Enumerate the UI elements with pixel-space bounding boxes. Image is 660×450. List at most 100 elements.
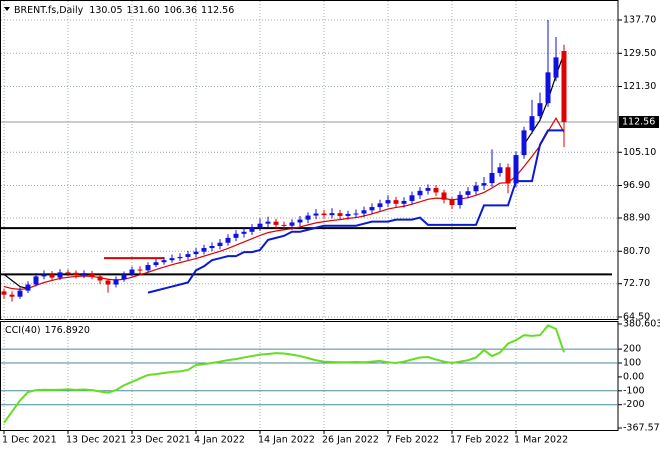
y-tick-label: 64.50 — [623, 311, 650, 322]
candle-body — [185, 254, 191, 257]
cci-panel — [0, 321, 619, 431]
candle-body — [297, 219, 303, 223]
candle-body — [121, 274, 127, 280]
candle-body — [65, 272, 71, 274]
x-tick-label: 13 Dec 2021 — [66, 435, 127, 446]
candle-body — [385, 200, 391, 204]
x-tick-label: 14 Jan 2022 — [258, 435, 315, 446]
candle-body — [241, 231, 247, 234]
y-tick-label: -200 — [623, 399, 645, 410]
candle-body — [409, 195, 415, 201]
candle-body — [465, 191, 471, 195]
candle-body — [161, 260, 167, 263]
candle-body — [353, 213, 359, 215]
candle-body — [505, 167, 511, 184]
cci-title: CCI(40) 176.8920 — [5, 325, 90, 336]
candle-body — [481, 183, 487, 186]
current-price-tag — [619, 116, 659, 129]
candle-body — [81, 273, 87, 276]
candle-body — [345, 213, 351, 216]
y-tick-label: 129.50 — [623, 48, 656, 59]
candle-body — [177, 256, 183, 259]
cci-value: 176.8920 — [45, 325, 90, 336]
candle-body — [401, 200, 407, 204]
current-price-label: 112.56 — [622, 117, 655, 128]
candle-body — [289, 222, 295, 226]
x-tick-label: 1 Dec 2021 — [2, 435, 57, 446]
candle-body — [209, 245, 215, 249]
candle-body — [337, 213, 343, 216]
candle-body — [113, 279, 119, 285]
candle-body — [273, 221, 279, 225]
candle-body — [281, 224, 287, 226]
x-tick-label: 23 Dec 2021 — [130, 435, 191, 446]
candle-body — [49, 274, 55, 278]
candle-body — [9, 294, 15, 297]
x-tick-label: 17 Feb 2022 — [450, 435, 509, 446]
y-tick-label: -367.5719 — [623, 423, 660, 434]
y-tick-label: 105.10 — [623, 147, 656, 158]
y-tick-label: -100 — [623, 385, 645, 396]
candle-body — [153, 262, 159, 266]
candle-body — [129, 269, 135, 275]
chart-title: BRENT.fs,Daily 130.05 131.60 106.36 112.56 — [14, 5, 234, 16]
candle-body — [545, 72, 551, 104]
y-tick-label: 100 — [623, 358, 641, 369]
candle-body — [17, 290, 23, 297]
candle-body — [553, 57, 559, 78]
candle-body — [225, 237, 231, 243]
candle-body — [449, 199, 455, 206]
candle-body — [265, 221, 271, 224]
candle-body — [521, 130, 527, 156]
candle-body — [369, 207, 375, 211]
y-tick-label: 96.90 — [623, 180, 650, 191]
y-tick-label: 80.70 — [623, 246, 650, 257]
candle-body — [73, 272, 79, 276]
x-tick-label: 4 Jan 2022 — [194, 435, 245, 446]
y-tick-label: 380.6036 — [623, 319, 660, 330]
candle-body — [457, 194, 463, 206]
symbol: BRENT.fs,Daily — [14, 5, 84, 16]
price-panel — [0, 0, 619, 320]
candle-body — [169, 258, 175, 261]
candle-body — [329, 213, 335, 216]
candle-body — [193, 251, 199, 255]
indicator-line — [147, 129, 564, 294]
open-value: 130.05 — [89, 5, 122, 16]
candle-body — [145, 265, 151, 271]
menu-arrow[interactable] — [4, 7, 10, 11]
high-value: 131.60 — [127, 5, 160, 16]
candle-body — [537, 103, 543, 117]
x-tick-label: 7 Feb 2022 — [386, 435, 439, 446]
candle-body — [305, 215, 311, 220]
y-tick-label: 0.00 — [623, 371, 644, 382]
candle-body — [313, 213, 319, 216]
candle-body — [561, 51, 567, 123]
candle-body — [393, 200, 399, 204]
candle-body — [417, 190, 423, 196]
cci-line — [3, 324, 565, 424]
candle-body — [97, 276, 103, 281]
candle-body — [529, 116, 535, 131]
candle-body — [217, 242, 223, 246]
candle-body — [473, 185, 479, 192]
candle-body — [257, 223, 263, 228]
candle-body — [441, 192, 447, 200]
candle-body — [321, 213, 327, 216]
candle-body — [25, 284, 31, 291]
candle-body — [425, 187, 431, 191]
candle-body — [249, 227, 255, 232]
y-tick-label: 137.70 — [623, 15, 656, 26]
candle-body — [1, 291, 7, 295]
candle-body — [497, 167, 503, 173]
close-value: 112.56 — [201, 5, 234, 16]
candle-body — [89, 273, 95, 277]
y-tick-label: 121.30 — [623, 81, 656, 92]
candle-body — [513, 155, 519, 184]
x-tick-label: 1 Mar 2022 — [514, 435, 568, 446]
candle-body — [433, 187, 439, 193]
candle-body — [33, 276, 39, 285]
candle-body — [361, 210, 367, 214]
x-tick-label: 26 Jan 2022 — [322, 435, 379, 446]
